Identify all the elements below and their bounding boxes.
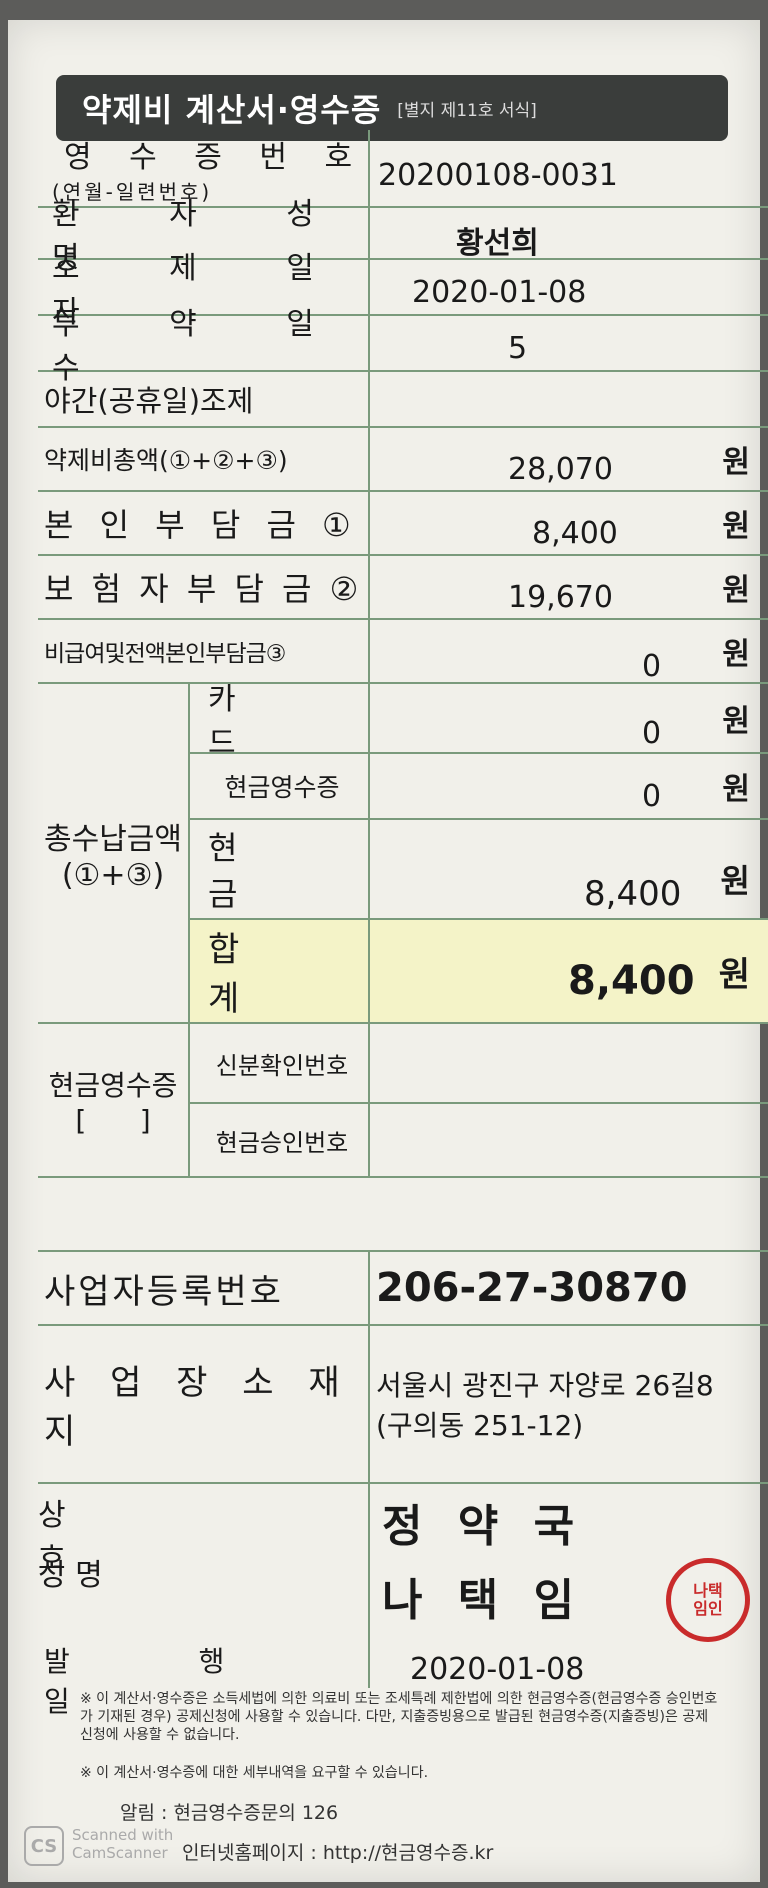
patient-value: 황선희 (456, 226, 539, 261)
cash-receipt-bracket: [ ] (75, 1103, 151, 1137)
row-days: 투 약 일 수 5 (38, 307, 768, 386)
row-business-address: 사 업 장 소 재 지 서울시 광진구 자양로 26길8 (구의동 251-12… (38, 1326, 768, 1484)
address-line-2: (구의동 251-12) (376, 1409, 584, 1442)
cash-receipt-section: 현금영수증 [ ] (38, 1024, 190, 1178)
owner-block: 상 호 성 명 정 약 국 나 택 임 나택임인 (38, 1484, 768, 1642)
address-line-1: 서울시 광진구 자양로 26길8 (376, 1369, 714, 1402)
cash-receipt-label: 현금영수증 (190, 754, 370, 818)
row-id-check: 신분확인번호 (190, 1024, 768, 1104)
row-date: 조 제 일 자 2020-01-08 (38, 251, 768, 330)
receipt-no-sublabel: (연월-일련번호) (52, 179, 213, 204)
approval-label: 현금승인번호 (190, 1104, 370, 1176)
days-value: 5 (508, 330, 528, 366)
business-name: 정 약 국 (382, 1501, 585, 1552)
address-label: 사 업 장 소 재 지 (38, 1326, 370, 1482)
row-sum: 합 계 8,400 원 (190, 920, 768, 1024)
name-label: 상 호 (38, 1490, 354, 1578)
homepage-text: 인터넷홈페이지 : http://현금영수증.kr (182, 1842, 494, 1864)
self-pay-label: 본 인 부 담 금 ① (38, 492, 370, 554)
card-value: 0 (642, 715, 662, 751)
issue-label: 발 행 일 (38, 1640, 370, 1718)
card-won: 원 (722, 704, 750, 739)
alert-text: 알림 : 현금영수증문의 126 (120, 1802, 339, 1824)
total-paid-group: 총수납금액 (①+③) (38, 684, 190, 1024)
page-title: 약제비 계산서·영수증 (82, 91, 382, 129)
row-non-covered: 비급여및전액본인부담금③ 0 원 (38, 620, 768, 684)
business-reg-value: 206-27-30870 (376, 1265, 688, 1311)
row-insurer-pay: 보 험 자 부 담 금 ② 19,670 원 (38, 556, 768, 620)
row-cash-receipt: 현금영수증 0 원 (190, 754, 768, 820)
row-cash: 현 금 8,400 원 (190, 820, 768, 920)
row-business-reg: 사업자등록번호 206-27-30870 (38, 1250, 768, 1326)
row-receipt-no: 영 수 증 번 호 (연월-일련번호) 20200108-0031 (38, 130, 768, 208)
non-covered-value: 0 (642, 648, 662, 684)
note-2: ※ 이 계산서·영수증에 대한 세부내역을 요구할 수 있습니다. (80, 1765, 429, 1781)
insurer-pay-label: 보 험 자 부 담 금 ② (38, 556, 370, 618)
owner-label-col: 상 호 성 명 (38, 1484, 370, 1640)
cash-label: 현 금 (190, 820, 370, 918)
non-covered-won: 원 (722, 637, 750, 672)
form-number: [별지 제11호 서식] (397, 100, 537, 121)
insurer-pay-won: 원 (722, 573, 750, 608)
row-total: 약제비총액(①+②+③) 28,070 원 (38, 428, 768, 492)
cash-receipt-won: 원 (722, 772, 750, 807)
sum-won: 원 (718, 954, 750, 995)
night-label: 야간(공휴일)조제 (38, 372, 370, 426)
total-won: 원 (722, 445, 750, 480)
address-value: 서울시 광진구 자양로 26길8 (구의동 251-12) (376, 1326, 714, 1482)
seal-text: 나택임인 (693, 1581, 723, 1618)
total-label: 약제비총액(①+②+③) (38, 428, 370, 490)
issue-date-value: 2020-01-08 (410, 1652, 585, 1687)
id-check-label: 신분확인번호 (190, 1024, 370, 1102)
card-label: 카 드 (190, 682, 370, 761)
days-label: 투 약 일 수 (38, 307, 370, 386)
date-label: 조 제 일 자 (38, 251, 370, 330)
watermark: Scanned with CamScanner (72, 1826, 174, 1862)
cash-value: 8,400 (584, 874, 682, 914)
total-paid-sublabel: (①+③) (61, 857, 165, 893)
business-reg-label: 사업자등록번호 (38, 1252, 370, 1324)
receipt-no-value: 20200108-0031 (378, 157, 618, 193)
self-pay-value: 8,400 (532, 515, 618, 551)
owner-label: 성 명 (38, 1558, 103, 1593)
seal-stamp: 나택임인 (666, 1558, 750, 1642)
total-value: 28,070 (508, 451, 613, 487)
row-self-pay: 본 인 부 담 금 ① 8,400 원 (38, 492, 768, 556)
note-1: ※ 이 계산서·영수증은 소득세법에 의한 의료비 또는 조세특례 제한법에 의… (80, 1691, 718, 1743)
cash-receipt-section-label: 현금영수증 (48, 1068, 178, 1102)
sum-value: 8,400 (568, 958, 695, 1004)
row-card: 카 드 0 원 (190, 682, 768, 761)
row-issue-date: 발 행 일 2020-01-08 (38, 1640, 768, 1718)
self-pay-won: 원 (722, 509, 750, 544)
receipt-no-label-cell: 영 수 증 번 호 (연월-일련번호) (38, 130, 370, 206)
row-approval: 현금승인번호 (190, 1104, 768, 1178)
cash-won: 원 (720, 862, 750, 900)
row-patient: 환 자 성 명 황선희 (38, 197, 768, 276)
date-value: 2020-01-08 (412, 274, 587, 310)
sum-label: 합 계 (190, 920, 370, 1022)
title-bar: 약제비 계산서·영수증 [별지 제11호 서식] (56, 75, 728, 141)
owner-name: 나 택 임 (382, 1575, 585, 1626)
non-covered-label: 비급여및전액본인부담금③ (38, 620, 370, 682)
cash-receipt-value: 0 (642, 778, 662, 814)
insurer-pay-value: 19,670 (508, 579, 613, 615)
total-paid-label: 총수납금액 (44, 821, 182, 857)
row-night: 야간(공휴일)조제 (38, 372, 768, 428)
camscanner-logo-icon: CS (24, 1826, 64, 1866)
name-label-text: 상 호 (38, 1498, 282, 1577)
receipt-no-label: 영 수 증 번 호 (64, 139, 367, 175)
